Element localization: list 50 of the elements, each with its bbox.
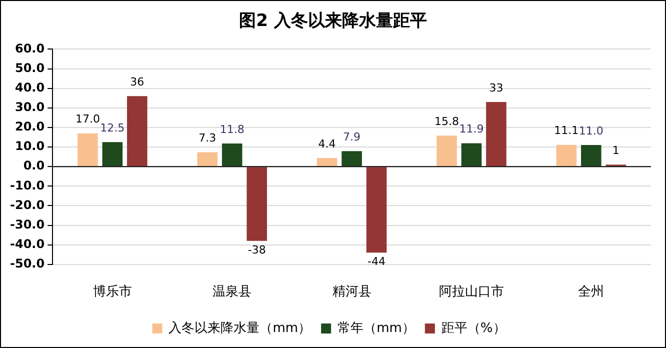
bar (436, 136, 457, 166)
bar (222, 143, 242, 166)
y-tick-label: 40.0 (14, 80, 45, 94)
data-label: 33 (489, 81, 504, 94)
data-label: 4.4 (318, 137, 336, 150)
data-label: 12.5 (100, 121, 125, 134)
y-tick-label: -50.0 (10, 256, 45, 271)
data-label: 11.8 (220, 122, 244, 136)
x-tick-label: 阿拉山口市 (438, 284, 504, 300)
y-tick-label: 50.0 (14, 60, 45, 75)
data-label: -38 (248, 243, 266, 256)
data-label: 11.1 (554, 124, 579, 138)
y-tick-label: -10.0 (10, 178, 45, 192)
bar (342, 151, 362, 166)
y-tick-label: 0.0 (23, 158, 45, 173)
data-label: 11.0 (578, 124, 604, 138)
data-label: 36 (130, 76, 144, 89)
bar (366, 167, 387, 253)
data-label: 7.9 (343, 130, 361, 144)
bar (127, 96, 148, 166)
legend-label: 入冬以来降水量（mm） (168, 320, 312, 336)
legend-label: 距平（%） (441, 320, 506, 336)
y-tick-label: -20.0 (10, 198, 45, 212)
data-label: -44 (368, 255, 386, 268)
data-label: 7.3 (198, 132, 216, 145)
x-tick-label: 博乐市 (92, 284, 132, 300)
bar (78, 133, 98, 166)
y-tick-label: 10.0 (14, 139, 45, 154)
bar (461, 143, 482, 166)
bar (316, 158, 338, 166)
x-tick-label: 温泉县 (212, 284, 252, 300)
data-label: 1 (612, 144, 620, 157)
bar (556, 144, 577, 166)
chart-title: 图2 入冬以来降水量距平 (238, 10, 428, 32)
bar (102, 142, 123, 166)
x-tick-label: 全州 (578, 284, 604, 300)
x-tick-label: 精河县 (332, 284, 372, 300)
bar (486, 102, 506, 166)
data-label: 11.9 (459, 122, 484, 136)
y-tick-label: -40.0 (10, 236, 45, 251)
y-tick-label: 60.0 (14, 41, 45, 56)
bar (246, 167, 267, 241)
bar (197, 152, 218, 166)
legend-label: 常年（mm） (338, 320, 415, 336)
y-tick-label: 30.0 (14, 100, 45, 114)
y-tick-label: -30.0 (10, 217, 45, 232)
data-label: 15.8 (434, 115, 459, 128)
data-label: 17.0 (75, 112, 100, 126)
y-tick-label: 20.0 (14, 120, 45, 134)
bar (581, 145, 602, 166)
